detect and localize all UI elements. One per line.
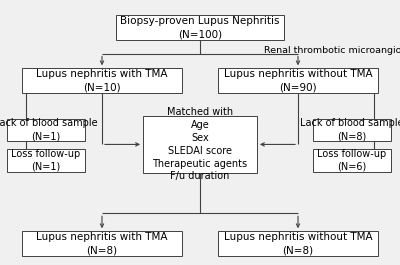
FancyBboxPatch shape [313, 119, 391, 141]
FancyBboxPatch shape [218, 68, 378, 94]
FancyBboxPatch shape [22, 231, 182, 257]
Text: Lupus nephritis with TMA
(N=10): Lupus nephritis with TMA (N=10) [36, 69, 168, 92]
FancyBboxPatch shape [313, 149, 391, 172]
Text: Lupus nephritis with TMA
(N=8): Lupus nephritis with TMA (N=8) [36, 232, 168, 255]
FancyBboxPatch shape [116, 15, 284, 40]
FancyBboxPatch shape [7, 149, 85, 172]
Text: Lack of blood sample
(N=1): Lack of blood sample (N=1) [0, 118, 98, 141]
Text: Biopsy-proven Lupus Nephritis
(N=100): Biopsy-proven Lupus Nephritis (N=100) [120, 16, 280, 39]
FancyBboxPatch shape [143, 116, 257, 173]
Text: Renal thrombotic microangiopathy: Renal thrombotic microangiopathy [264, 46, 400, 55]
Text: Matched with
Age
Sex
SLEDAI score
Therapeutic agents
F/u duration: Matched with Age Sex SLEDAI score Therap… [152, 107, 248, 182]
Text: Loss follow-up
(N=6): Loss follow-up (N=6) [317, 149, 387, 172]
Text: Lupus nephritis without TMA
(N=8): Lupus nephritis without TMA (N=8) [224, 232, 372, 255]
FancyBboxPatch shape [7, 119, 85, 141]
Text: Loss follow-up
(N=1): Loss follow-up (N=1) [11, 149, 81, 172]
FancyBboxPatch shape [22, 68, 182, 94]
FancyBboxPatch shape [218, 231, 378, 257]
Text: Lupus nephritis without TMA
(N=90): Lupus nephritis without TMA (N=90) [224, 69, 372, 92]
Text: Lack of blood sample
(N=8): Lack of blood sample (N=8) [300, 118, 400, 141]
